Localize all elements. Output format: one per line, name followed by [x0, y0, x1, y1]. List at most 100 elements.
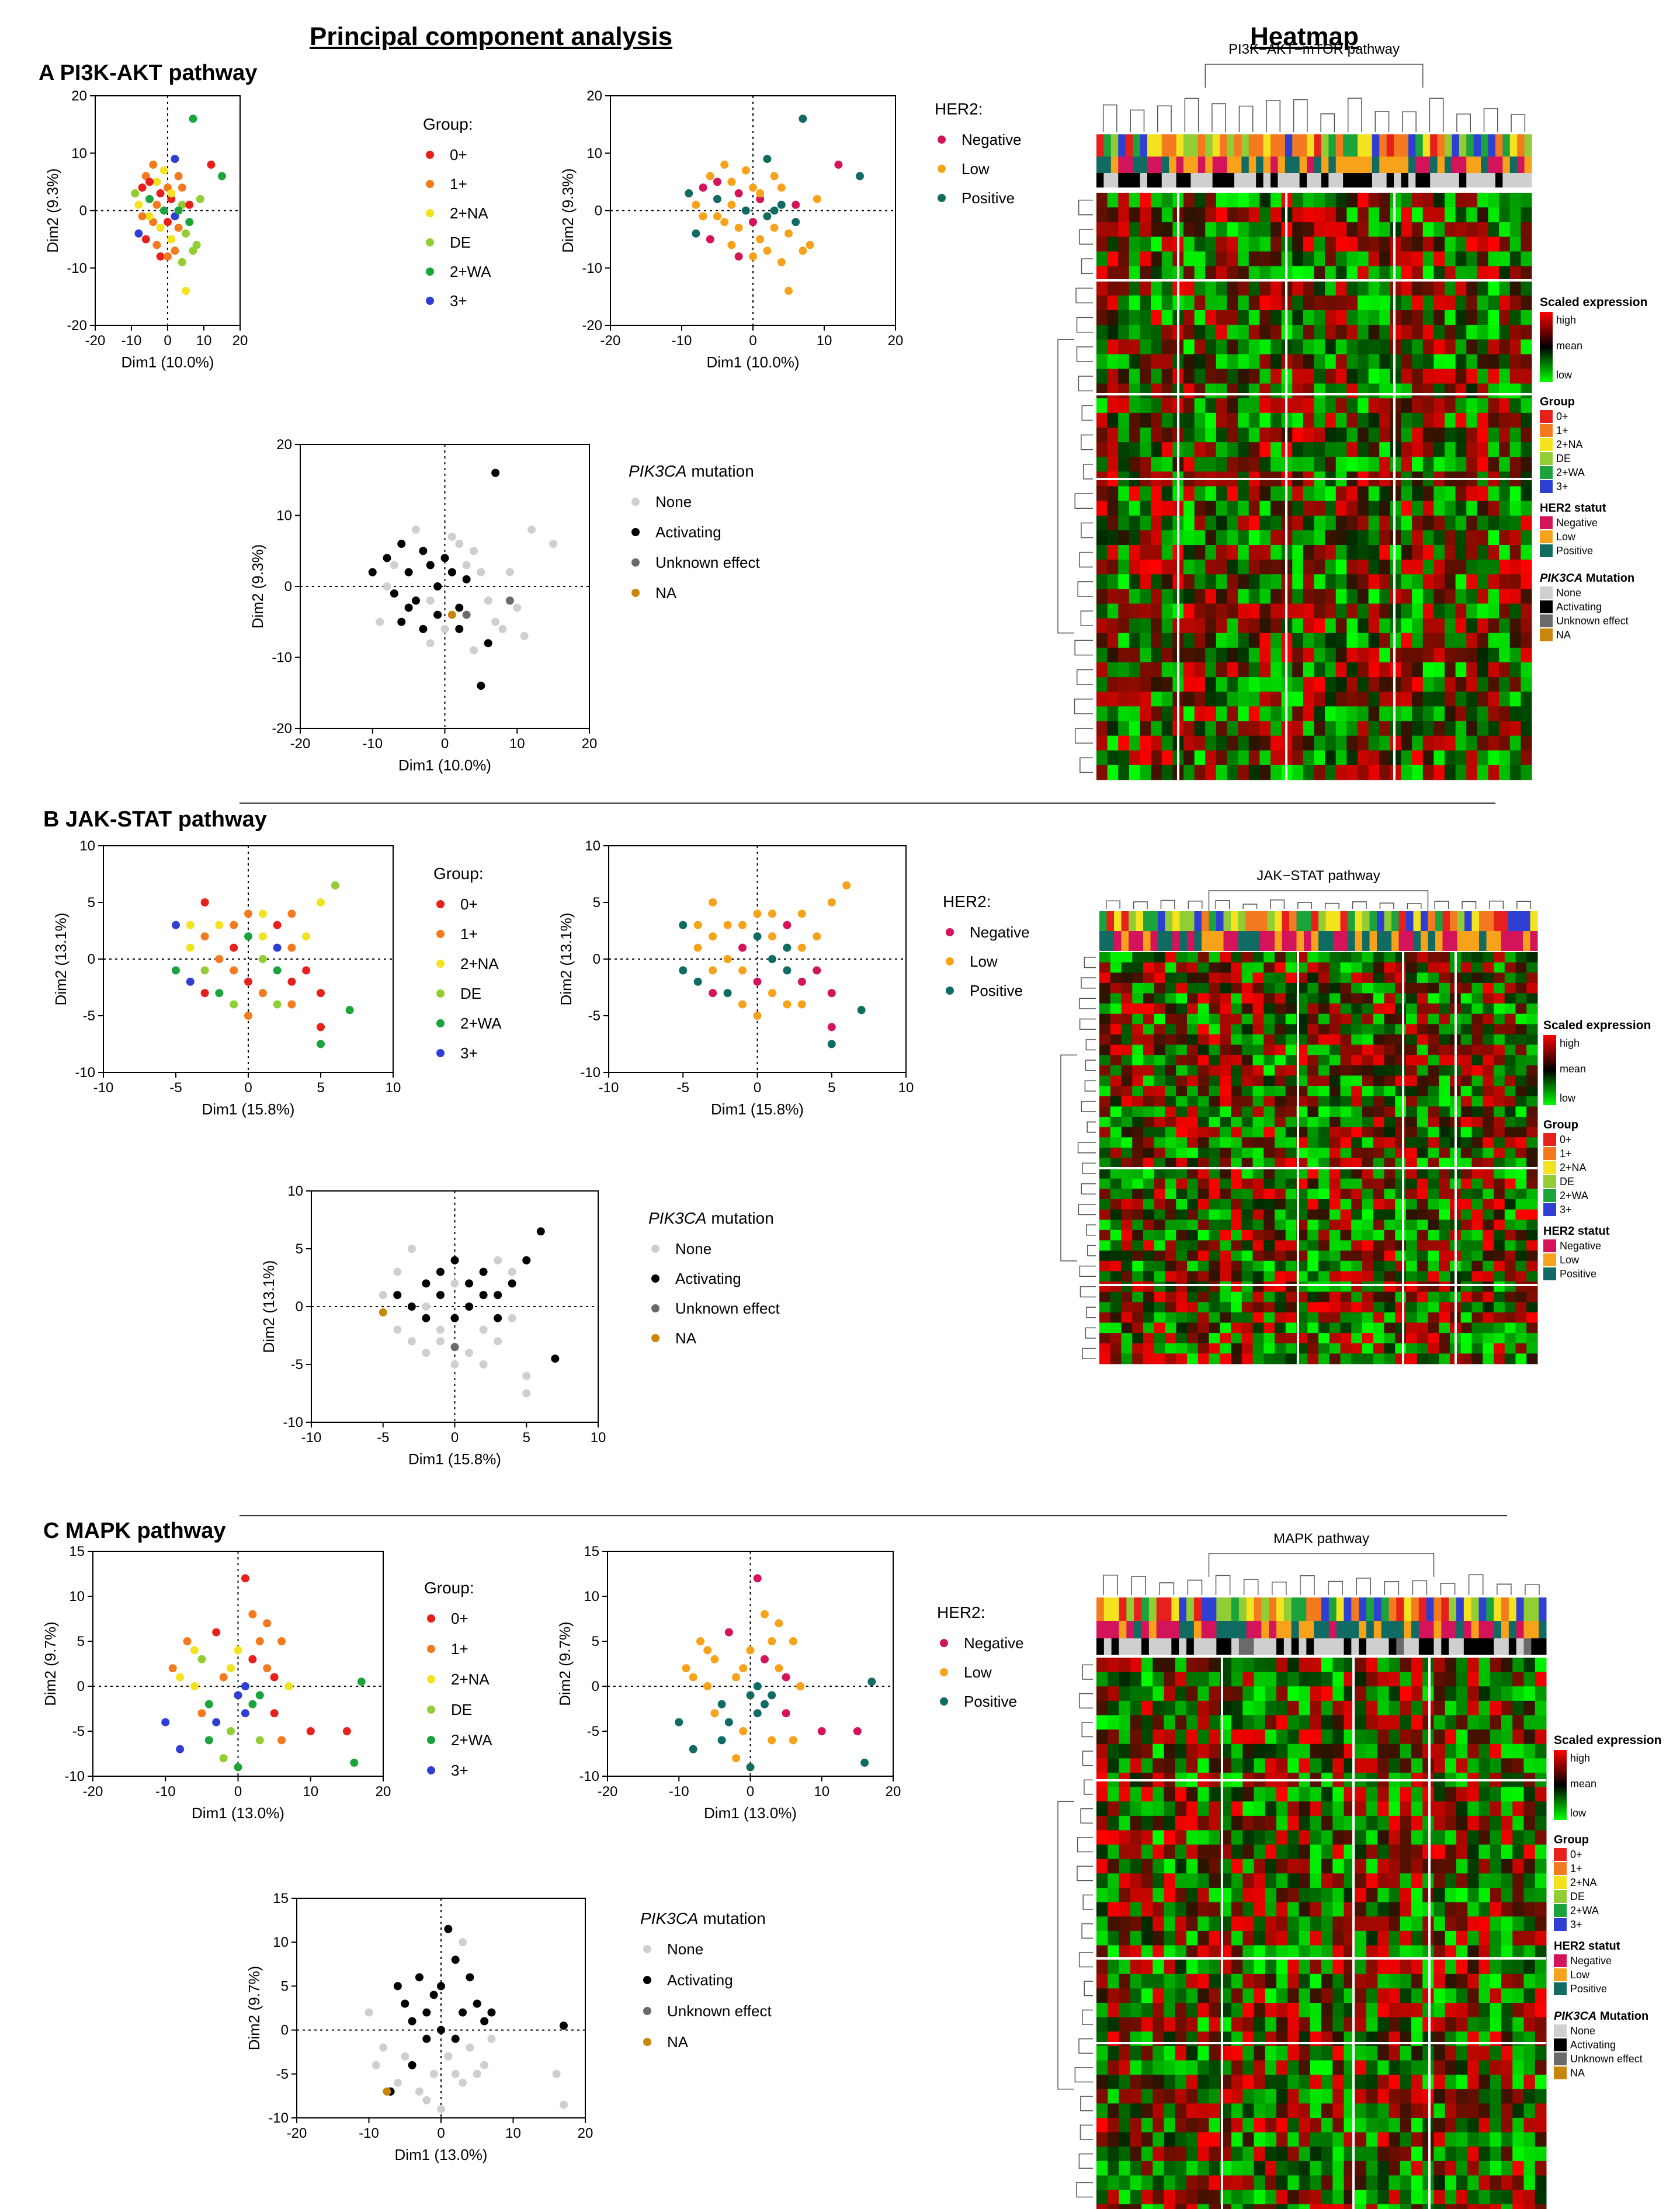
heatmap-cell: [1499, 457, 1511, 472]
heatmap-cell: [1515, 1055, 1527, 1066]
row-dendrogram-branch: [1080, 610, 1093, 626]
heatmap-cell: [1130, 1830, 1142, 1845]
heatmap-cell: [1151, 574, 1162, 589]
heatmap-cell: [1248, 706, 1260, 721]
heatmap-cell: [1099, 1251, 1111, 1262]
heatmap-cell: [1433, 295, 1445, 311]
heatmap-cell: [1351, 1137, 1363, 1148]
heatmap-cell: [1515, 1302, 1527, 1313]
heatmap-cell: [1242, 1658, 1254, 1673]
data-point: [792, 200, 800, 209]
heatmap-cell: [1373, 1024, 1384, 1035]
heatmap-cell: [1318, 1096, 1330, 1107]
her2-annotation-cell: [1433, 1621, 1442, 1638]
heatmap-cell: [1265, 1801, 1277, 1816]
heatmap-cell: [1358, 692, 1369, 707]
heatmap-cell: [1526, 1271, 1538, 1282]
her2-annotation-cell: [1421, 931, 1428, 951]
data-point: [426, 561, 435, 569]
group-annotation-cell: [1418, 1597, 1427, 1621]
heatmap-cell: [1358, 515, 1369, 531]
heatmap-cell: [1526, 1127, 1538, 1138]
heatmap-cell: [1307, 972, 1319, 984]
data-point: [152, 200, 161, 209]
heatmap-cell: [1259, 339, 1271, 355]
heatmap-cell: [1483, 1158, 1494, 1169]
heatmap-cell: [1368, 325, 1380, 340]
heatmap-cell: [1252, 1209, 1264, 1220]
data-point: [422, 1314, 431, 1322]
heatmap-cell: [1439, 1158, 1450, 1169]
heatmap-cell: [1483, 1260, 1494, 1272]
her2-annotation-cell: [1216, 931, 1224, 951]
heatmap-cell: [1456, 1801, 1468, 1816]
heatmap-cell: [1107, 589, 1119, 604]
heatmap-cell: [1460, 1055, 1472, 1066]
heatmap-cell: [1483, 952, 1494, 963]
heatmap-cell: [1325, 428, 1337, 443]
heatmap-cell: [1362, 1209, 1374, 1220]
heatmap-cell: [1096, 677, 1108, 692]
heatmap-cell: [1351, 1034, 1363, 1046]
heatmap-cell: [1445, 222, 1456, 237]
group-annotation-cell: [1129, 911, 1136, 931]
column-dendrogram-branch: [1356, 1578, 1371, 1595]
heatmap-cell: [1395, 1220, 1407, 1231]
heatmap-cell: [1107, 369, 1119, 384]
heatmap-cell: [1477, 633, 1488, 648]
legend-swatch: [651, 1245, 659, 1253]
heatmap-cell: [1161, 692, 1173, 707]
heatmap-cell: [1205, 633, 1217, 648]
heatmap-cell: [1406, 1086, 1418, 1097]
heatmap-cell: [1401, 765, 1412, 780]
data-point: [393, 1291, 402, 1300]
section-divider-bc: [239, 1515, 1507, 1516]
heatmap-cell: [1143, 1229, 1155, 1241]
y-tick-label: 0: [593, 951, 601, 967]
heatmap-cell: [1422, 750, 1434, 766]
heatmap-cell: [1099, 1291, 1111, 1303]
row-dendrogram-branch: [1085, 1039, 1096, 1051]
heatmap-cell: [1456, 1672, 1468, 1687]
heatmap-cell: [1231, 1758, 1243, 1773]
heatmap-cell: [1292, 193, 1304, 208]
heatmap-cell: [1494, 1086, 1505, 1097]
heatmap-cell: [1362, 993, 1374, 1004]
heatmap-cell: [1340, 1251, 1352, 1262]
group-annotation-cell: [1411, 1597, 1419, 1621]
data-point: [484, 639, 492, 648]
heatmap-cell: [1096, 222, 1108, 237]
heatmap-cell: [1296, 1271, 1308, 1282]
heatmap-cell: [1154, 982, 1165, 994]
heatmap-cell: [1494, 1075, 1505, 1086]
mutation-annotation-cell: [1394, 173, 1401, 187]
heatmap-cell: [1445, 1700, 1457, 1715]
legend-label: Unknown effect: [675, 1300, 780, 1317]
heatmap-cell: [1285, 1209, 1297, 1220]
heatmap-cell: [1509, 222, 1521, 237]
heatmap-cell: [1346, 750, 1358, 766]
heatmap-cell: [1523, 1758, 1536, 1773]
heatmap-cell: [1340, 1302, 1352, 1313]
heatmap-cell: [1153, 1658, 1164, 1673]
heatmap-cell: [1401, 266, 1412, 282]
heatmap-cell: [1264, 1034, 1275, 1046]
heatmap-cell: [1335, 589, 1347, 604]
heatmap-cell: [1310, 1700, 1322, 1715]
heatmap-cell: [1129, 295, 1140, 311]
heatmap-cell: [1099, 1353, 1111, 1364]
heatmap-cell: [1494, 1251, 1505, 1262]
group-annotation-cell: [1125, 134, 1133, 157]
heatmap-cell: [1259, 222, 1271, 237]
heatmap-cell: [1412, 647, 1424, 663]
legend-swatch: [940, 1639, 948, 1647]
group-annotation-cell: [1426, 1597, 1434, 1621]
heatmap-cell: [1509, 428, 1521, 443]
heatmap-cell: [1096, 545, 1108, 560]
heatmap-cell: [1183, 486, 1195, 502]
legend-title-gene: PIK3CA: [640, 1909, 699, 1927]
heatmap-cell: [1483, 1003, 1494, 1015]
heatmap-cell: [1183, 633, 1195, 648]
group-annotation-cell: [1238, 911, 1246, 931]
heatmap-cell: [1096, 1830, 1108, 1845]
